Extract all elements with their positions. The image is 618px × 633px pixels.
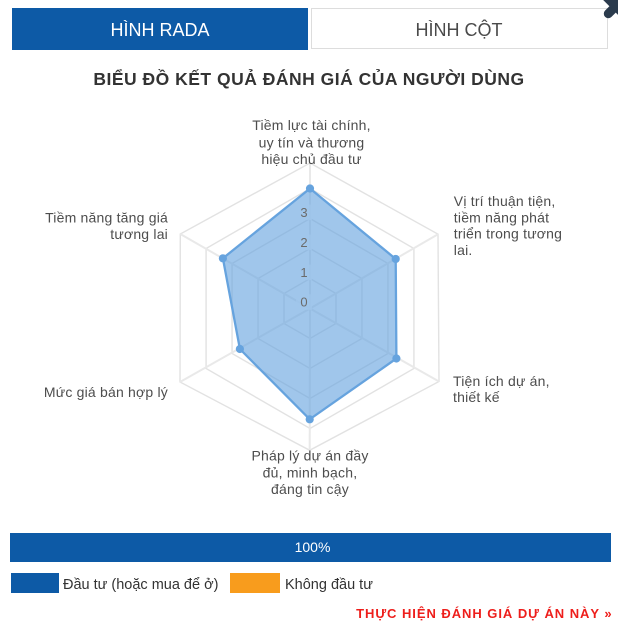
- svg-text:đáng tin cậy: đáng tin cậy: [271, 481, 349, 497]
- svg-text:lai.: lai.: [454, 242, 473, 258]
- svg-text:thiết kế: thiết kế: [453, 389, 500, 405]
- svg-text:1: 1: [300, 265, 307, 280]
- svg-text:Vị trí thuận tiện,: Vị trí thuận tiện,: [454, 193, 556, 209]
- svg-text:Mức giá bán hợp lý: Mức giá bán hợp lý: [44, 384, 168, 400]
- svg-text:0: 0: [300, 295, 307, 310]
- svg-text:đủ, minh bạch,: đủ, minh bạch,: [263, 465, 358, 481]
- svg-text:tiềm năng phát: tiềm năng phát: [454, 209, 549, 225]
- svg-text:tương lai: tương lai: [110, 226, 168, 242]
- svg-text:hiệu chủ đầu tư: hiệu chủ đầu tư: [261, 151, 361, 167]
- svg-text:Tiềm lực tài chính,: Tiềm lực tài chính,: [252, 117, 370, 133]
- svg-text:uy tín và thương: uy tín và thương: [259, 135, 365, 151]
- svg-text:3: 3: [300, 205, 307, 220]
- svg-text:Tiện ích dự án,: Tiện ích dự án,: [453, 373, 550, 389]
- svg-text:2: 2: [300, 235, 307, 250]
- svg-text:Tiềm năng tăng giá: Tiềm năng tăng giá: [45, 209, 168, 225]
- svg-text:triển trong tương: triển trong tương: [454, 226, 562, 242]
- svg-text:Pháp lý dự án đầy: Pháp lý dự án đầy: [251, 448, 368, 464]
